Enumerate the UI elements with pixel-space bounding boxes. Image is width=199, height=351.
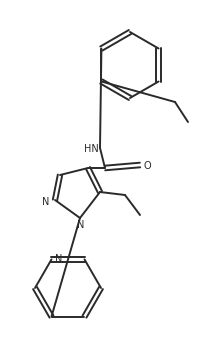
Text: N: N [55, 254, 62, 264]
Text: N: N [42, 197, 50, 207]
Text: HN: HN [84, 144, 98, 154]
Text: N: N [77, 220, 85, 230]
Text: O: O [143, 161, 151, 171]
